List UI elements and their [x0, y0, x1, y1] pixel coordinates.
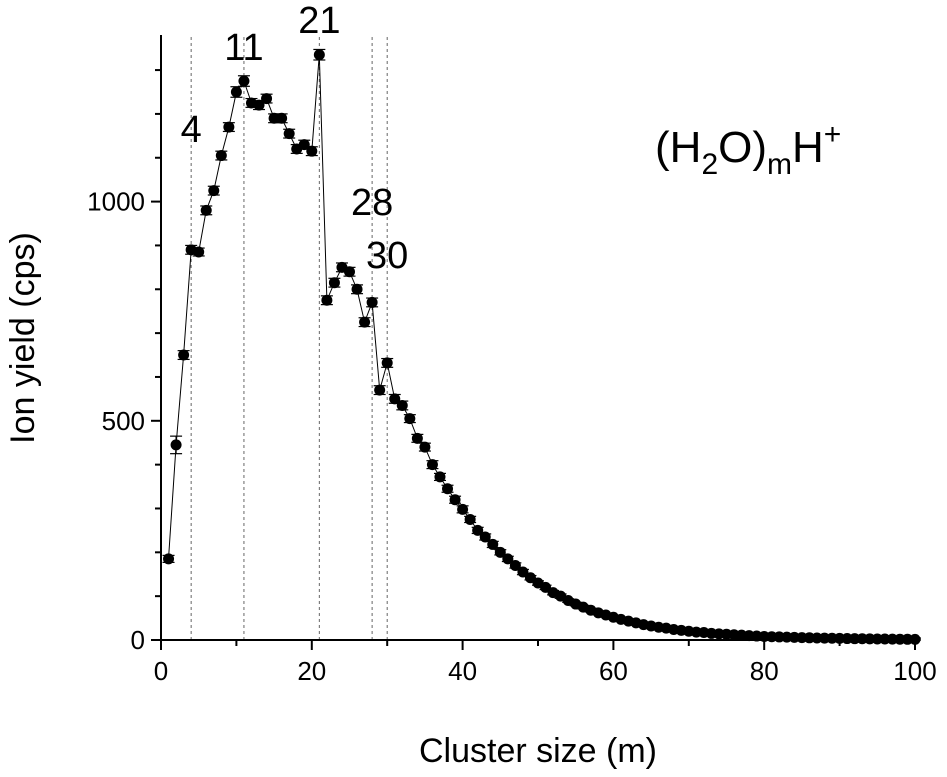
magic-number-label: 28: [351, 182, 393, 224]
data-point: [170, 439, 182, 451]
magic-number-label: 4: [181, 109, 202, 151]
x-tick-label: 100: [893, 656, 936, 686]
data-point: [381, 357, 393, 369]
x-tick-label: 60: [599, 656, 628, 686]
data-point: [208, 185, 220, 197]
data-point: [359, 316, 371, 328]
data-point: [178, 349, 190, 361]
x-tick-label: 0: [154, 656, 168, 686]
magic-number-labels: 4 11 21 28 30: [181, 0, 409, 277]
data-point: [419, 441, 431, 453]
y-tick-label: 1000: [87, 187, 145, 217]
data-point: [487, 538, 499, 550]
data-point: [411, 432, 423, 444]
data-point: [238, 75, 250, 87]
x-ticks: 0 20 40 60 80 100: [154, 640, 937, 686]
data-point: [479, 531, 491, 543]
x-tick-label: 20: [297, 656, 326, 686]
x-tick-label: 80: [750, 656, 779, 686]
data-point: [502, 553, 514, 565]
data-point: [268, 112, 280, 124]
data-point: [366, 296, 378, 308]
magic-number-label: 30: [366, 235, 408, 277]
data-point: [909, 633, 921, 645]
data-point: [306, 145, 318, 157]
data-point: [509, 559, 521, 571]
y-axis-title: Ion yield (cps): [4, 232, 42, 444]
data-point: [283, 128, 295, 140]
data-series: [162, 48, 921, 645]
formula-label: (H2O)mH+: [655, 118, 841, 181]
formula-subscript-1: 2: [701, 148, 718, 181]
formula-part-1: (H: [655, 123, 701, 172]
data-point: [193, 246, 205, 258]
data-point: [223, 121, 235, 133]
data-point: [442, 483, 454, 495]
data-point: [426, 459, 438, 471]
formula-superscript: +: [824, 118, 842, 151]
formula-part-3: H: [792, 123, 824, 172]
data-point: [328, 277, 340, 289]
data-point: [200, 204, 212, 216]
guide-lines: [190, 37, 388, 640]
data-point: [261, 93, 273, 105]
data-point: [215, 150, 227, 162]
data-point: [344, 266, 355, 278]
data-point: [351, 283, 363, 295]
data-point: [472, 524, 484, 536]
data-point: [374, 384, 386, 396]
data-point: [517, 566, 529, 578]
data-point: [396, 399, 408, 411]
data-point: [230, 86, 242, 98]
y-ticks: 0 500 1000: [87, 69, 161, 655]
data-point: [464, 513, 476, 525]
data-point: [276, 112, 288, 124]
magic-number-label: 11: [224, 27, 263, 69]
data-point: [434, 471, 446, 483]
x-tick-label: 40: [448, 656, 477, 686]
magic-number-label: 21: [298, 0, 340, 42]
data-point: [901, 633, 913, 645]
data-point: [449, 494, 461, 506]
data-point: [457, 503, 469, 515]
y-tick-label: 0: [131, 625, 145, 655]
formula-subscript-2: m: [767, 148, 792, 181]
data-point: [163, 553, 175, 565]
data-point: [313, 49, 325, 61]
x-axis-title: Cluster size (m): [419, 732, 657, 770]
y-tick-label: 500: [102, 406, 145, 436]
data-point: [404, 413, 416, 425]
formula-part-2: O): [718, 123, 767, 172]
data-point: [321, 294, 333, 306]
data-point: [494, 546, 506, 558]
